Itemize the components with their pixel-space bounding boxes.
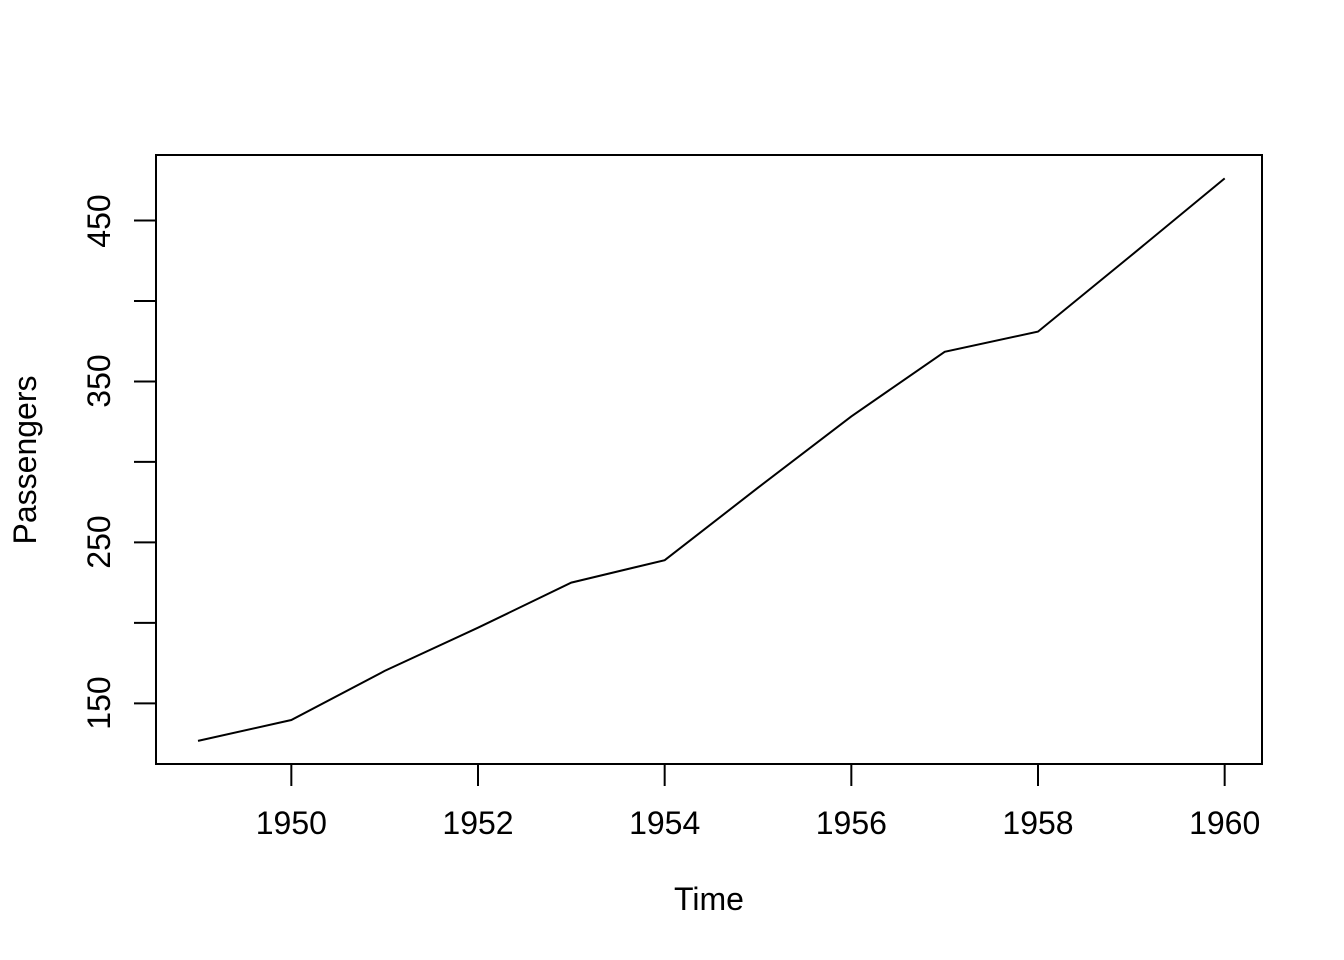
- x-tick-label: 1956: [815, 805, 887, 841]
- y-tick-label: 450: [81, 193, 117, 248]
- x-tick-label: 1954: [629, 805, 701, 841]
- x-axis-title: Time: [674, 881, 744, 917]
- y-axis-title: Passengers: [7, 375, 43, 544]
- y-tick-label: 350: [81, 354, 117, 409]
- x-tick-label: 1958: [1002, 805, 1074, 841]
- y-tick-label: 150: [81, 676, 117, 731]
- data-line: [197, 177, 1226, 742]
- x-tick-label: 1952: [442, 805, 514, 841]
- x-tick-label: 1950: [255, 805, 327, 841]
- plot-border: [155, 154, 1263, 765]
- x-tick-label: 1960: [1189, 805, 1261, 841]
- y-tick-label: 250: [81, 515, 117, 570]
